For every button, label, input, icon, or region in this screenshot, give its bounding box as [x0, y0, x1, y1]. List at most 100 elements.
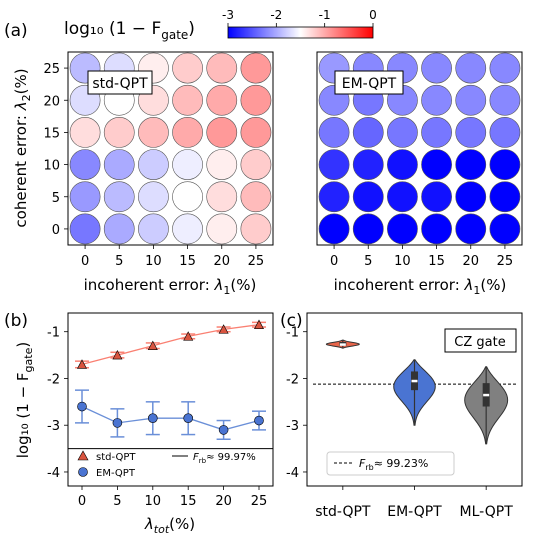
heatmap-cell — [206, 84, 238, 116]
heatmap-cell — [172, 213, 203, 245]
heatmap-cell — [138, 213, 169, 245]
heatmap-cell — [387, 213, 418, 245]
heatmap-cell — [489, 213, 521, 245]
ylabel-std: coherent error: λ2(%) — [12, 68, 33, 227]
series-line — [81, 405, 260, 431]
x-tick-label: 15 — [179, 254, 196, 269]
legend-ref-label-b: Frb≈ 99.97% — [193, 452, 256, 465]
heatmap-cell — [240, 213, 272, 245]
y-tick-label: 20 — [43, 94, 60, 109]
heatmap-em-qpt: 0 5 10 15 20 25 EM-QPT incoherent error: λ1(%… — [316, 51, 523, 297]
x-tick-label: 25 — [497, 254, 514, 269]
heatmap-cell — [103, 181, 135, 213]
heatmap-cell — [240, 84, 272, 116]
heatmap-cell — [318, 149, 350, 180]
heatmap-cell — [240, 181, 272, 213]
y-tick-label: -2 — [286, 372, 299, 387]
heatmap-cell — [455, 117, 487, 148]
heatmap-cell — [138, 181, 169, 213]
heatmap-std-frame — [67, 51, 274, 246]
x-tick-label: EM-QPT — [387, 504, 442, 520]
heatmap-cell — [103, 213, 135, 245]
heatmap-cell — [69, 149, 101, 180]
heatmap-cell — [172, 84, 203, 116]
heatmap-cell — [455, 181, 487, 213]
colorbar-gradient — [227, 26, 374, 39]
heatmap-cell — [352, 213, 384, 245]
legend-ref-label-c: Frb≈ 99.23% — [359, 457, 428, 472]
y-tick-label: -1 — [47, 326, 60, 341]
x-tick-label: 15 — [428, 254, 445, 269]
heatmap-cell — [103, 117, 135, 148]
x-tick-label: 0 — [81, 254, 89, 269]
panel-b-frame — [67, 312, 274, 487]
heatmap-cell — [455, 52, 487, 84]
data-point — [112, 418, 123, 428]
heatmap-cell — [387, 117, 418, 148]
heatmap-cell — [421, 84, 452, 116]
data-point — [77, 401, 87, 412]
panel-label-a: (a) — [4, 21, 28, 41]
cz-gate-label: CZ gate — [454, 335, 505, 350]
legend-std-marker — [77, 450, 89, 461]
heatmap-cell — [489, 52, 521, 84]
panel-b-line-chart: -1 -2 -3 -4 0 5 10 15 20 25 std-QPT EM-QPT Frb≈ 9… — [14, 312, 274, 536]
inset-label-std: std-QPT — [92, 76, 148, 92]
heatmap-cell — [455, 149, 487, 180]
legend-std-label: std-QPT — [96, 452, 136, 463]
violin-median — [411, 379, 418, 383]
data-point — [147, 340, 158, 351]
panel-b-legend: std-QPT EM-QPT Frb≈ 99.97% — [77, 450, 256, 479]
colorbar: log₁₀ (1 − Fgate) -3 -2 -1 0 — [64, 8, 377, 42]
heatmap-cell — [489, 117, 521, 148]
heatmap-cell — [69, 117, 101, 148]
x-tick-label: 20 — [462, 254, 479, 269]
heatmap-cell — [138, 149, 169, 180]
heatmap-cell — [489, 149, 521, 180]
x-tick-label: 0 — [78, 494, 86, 509]
panel-c-violin-chart: -1 -2 -3 -4 std-QPT EM-QPT ML-QPT CZ gate Frb≈… — [286, 312, 523, 520]
heatmap-cell — [387, 181, 418, 213]
y-tick-label: -3 — [286, 419, 299, 434]
heatmap-cell — [455, 84, 487, 116]
heatmap-cell — [455, 213, 487, 245]
x-tick-label: 15 — [180, 494, 197, 509]
heatmap-cell — [103, 149, 135, 180]
y-tick-label: 15 — [43, 126, 60, 141]
x-tick-label: 10 — [394, 254, 411, 269]
heatmap-cell — [352, 117, 384, 148]
x-tick-label: 5 — [115, 254, 123, 269]
x-tick-label: std-QPT — [315, 504, 371, 520]
panel-c-legend — [326, 451, 455, 476]
x-tick-label: 25 — [248, 254, 265, 269]
heatmap-cell — [240, 52, 272, 84]
y-tick-label: 25 — [43, 62, 60, 77]
colorbar-tick-label: -1 — [319, 8, 331, 22]
data-point — [218, 425, 229, 435]
heatmap-cell — [206, 181, 238, 213]
inset-label-box-em — [334, 70, 404, 95]
xlabel-em: incoherent error: λ1(%) — [334, 276, 507, 297]
y-tick-label: -4 — [47, 466, 60, 481]
heatmap-cell — [387, 149, 418, 180]
data-point — [183, 331, 194, 341]
heatmap-cell — [240, 117, 272, 148]
heatmap-cell — [352, 149, 384, 180]
data-point — [254, 319, 264, 329]
cz-gate-box — [444, 328, 517, 353]
data-point — [218, 324, 229, 334]
heatmap-cell — [206, 52, 238, 84]
series-line — [81, 324, 260, 366]
inset-label-box-std — [87, 70, 153, 95]
x-tick-label: 20 — [213, 254, 230, 269]
heatmap-cell — [421, 117, 452, 148]
y-tick-label: 0 — [52, 223, 60, 238]
heatmap-cell — [421, 149, 452, 180]
legend-em-marker — [78, 467, 88, 477]
heatmap-cell — [172, 149, 203, 180]
heatmap-cell — [489, 181, 521, 213]
y-tick-label: -3 — [47, 419, 60, 434]
violin-median — [483, 393, 490, 397]
heatmap-cell — [421, 52, 452, 84]
y-tick-label: 5 — [52, 191, 60, 206]
